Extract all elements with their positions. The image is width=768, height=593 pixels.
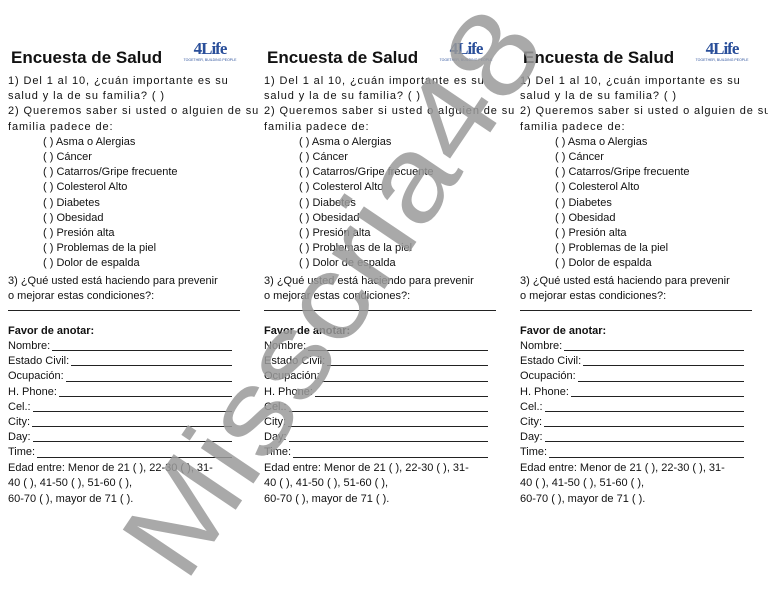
question-1: 1) Del 1 al 10, ¿cuán importante es su s…: [264, 75, 485, 103]
option-presion: ( ) Presión alta: [555, 227, 627, 240]
survey-card: Encuesta de Salud 4Life TOGETHER, BUILDI…: [8, 40, 266, 508]
field-nombre: Nombre:: [8, 339, 232, 354]
option-obesidad: ( ) Obesidad: [299, 211, 360, 224]
option-piel: ( ) Problemas de la piel: [555, 242, 669, 255]
option-espalda: ( ) Dolor de espalda: [43, 257, 140, 270]
option-colesterol: ( ) Colesterol Alto: [43, 181, 128, 194]
question-1: 1) Del 1 al 10, ¿cuán importante es su s…: [520, 75, 741, 103]
field-day: Day:: [520, 430, 744, 445]
option-catarros: ( ) Catarros/Gripe frecuente: [299, 166, 434, 179]
field-estado-civil: Estado Civil:: [8, 354, 232, 369]
survey-card: Encuesta de Salud 4Life TOGETHER, BUILDI…: [264, 40, 522, 508]
option-cancer: ( ) Cáncer: [43, 151, 92, 164]
field-nombre: Nombre:: [264, 339, 488, 354]
question-2: 2) Queremos saber si usted o alguien de …: [520, 105, 768, 133]
survey-title: Encuesta de Salud: [11, 48, 163, 67]
field-city: City:: [8, 415, 232, 430]
favor-heading: Favor de anotar:: [264, 325, 351, 338]
field-ocupacion: Ocupación:: [520, 369, 744, 384]
option-diabetes: ( ) Diabetes: [299, 196, 356, 209]
option-piel: ( ) Problemas de la piel: [299, 242, 413, 255]
option-diabetes: ( ) Diabetes: [43, 196, 100, 209]
field-time: Time:: [520, 445, 744, 460]
field-estado-civil: Estado Civil:: [264, 354, 488, 369]
field-time: Time:: [264, 445, 488, 460]
question-3: 3) ¿Qué usted está haciendo para preveni…: [264, 274, 474, 302]
answer-line: [520, 304, 752, 312]
condition-options: ( ) Asma o Alergias ( ) Cáncer ( ) Catar…: [8, 135, 266, 272]
field-phone: H. Phone:: [264, 385, 488, 400]
field-cel: Cel.:: [520, 400, 744, 415]
field-ocupacion: Ocupación:: [8, 369, 232, 384]
option-presion: ( ) Presión alta: [43, 227, 115, 240]
option-piel: ( ) Problemas de la piel: [43, 242, 157, 255]
edad-options: Edad entre: Menor de 21 ( ), 22-30 ( ), …: [520, 461, 725, 506]
survey-card: Encuesta de Salud 4Life TOGETHER, BUILDI…: [520, 40, 768, 508]
field-day: Day:: [8, 430, 232, 445]
survey-title: Encuesta de Salud: [523, 48, 675, 67]
option-obesidad: ( ) Obesidad: [555, 211, 616, 224]
field-cel: Cel.:: [8, 400, 232, 415]
question-2: 2) Queremos saber si usted o alguien de …: [8, 105, 260, 133]
field-nombre: Nombre:: [520, 339, 744, 354]
survey-title: Encuesta de Salud: [267, 48, 419, 67]
option-asma: ( ) Asma o Alergias: [555, 135, 648, 148]
field-city: City:: [264, 415, 488, 430]
option-cancer: ( ) Cáncer: [555, 151, 604, 164]
option-catarros: ( ) Catarros/Gripe frecuente: [555, 166, 690, 179]
question-2: 2) Queremos saber si usted o alguien de …: [264, 105, 516, 133]
option-asma: ( ) Asma o Alergias: [299, 135, 392, 148]
favor-heading: Favor de anotar:: [520, 325, 607, 338]
field-phone: H. Phone:: [8, 385, 232, 400]
4life-logo: 4Life TOGETHER, BUILDING PEOPLE: [439, 39, 493, 63]
option-colesterol: ( ) Colesterol Alto: [299, 181, 384, 194]
option-diabetes: ( ) Diabetes: [555, 196, 612, 209]
option-cancer: ( ) Cáncer: [299, 151, 348, 164]
field-phone: H. Phone:: [520, 385, 744, 400]
question-1: 1) Del 1 al 10, ¿cuán importante es su s…: [8, 75, 229, 103]
field-ocupacion: Ocupación:: [264, 369, 488, 384]
answer-line: [8, 304, 240, 312]
option-espalda: ( ) Dolor de espalda: [555, 257, 652, 270]
field-city: City:: [520, 415, 744, 430]
field-day: Day:: [264, 430, 488, 445]
4life-logo: 4Life TOGETHER, BUILDING PEOPLE: [695, 39, 749, 63]
field-estado-civil: Estado Civil:: [520, 354, 744, 369]
option-asma: ( ) Asma o Alergias: [43, 135, 136, 148]
field-cel: Cel.:: [264, 400, 488, 415]
4life-logo: 4Life TOGETHER, BUILDING PEOPLE: [183, 39, 237, 63]
question-3: 3) ¿Qué usted está haciendo para preveni…: [520, 274, 730, 302]
condition-options: ( ) Asma o Alergias ( ) Cáncer ( ) Catar…: [264, 135, 522, 272]
answer-line: [264, 304, 496, 312]
option-colesterol: ( ) Colesterol Alto: [555, 181, 640, 194]
favor-heading: Favor de anotar:: [8, 325, 95, 338]
edad-options: Edad entre: Menor de 21 ( ), 22-30 ( ), …: [8, 461, 213, 506]
option-catarros: ( ) Catarros/Gripe frecuente: [43, 166, 178, 179]
field-time: Time:: [8, 445, 232, 460]
question-3: 3) ¿Qué usted está haciendo para preveni…: [8, 274, 218, 302]
option-obesidad: ( ) Obesidad: [43, 211, 104, 224]
condition-options: ( ) Asma o Alergias ( ) Cáncer ( ) Catar…: [520, 135, 768, 272]
edad-options: Edad entre: Menor de 21 ( ), 22-30 ( ), …: [264, 461, 469, 506]
option-presion: ( ) Presión alta: [299, 227, 371, 240]
option-espalda: ( ) Dolor de espalda: [299, 257, 396, 270]
